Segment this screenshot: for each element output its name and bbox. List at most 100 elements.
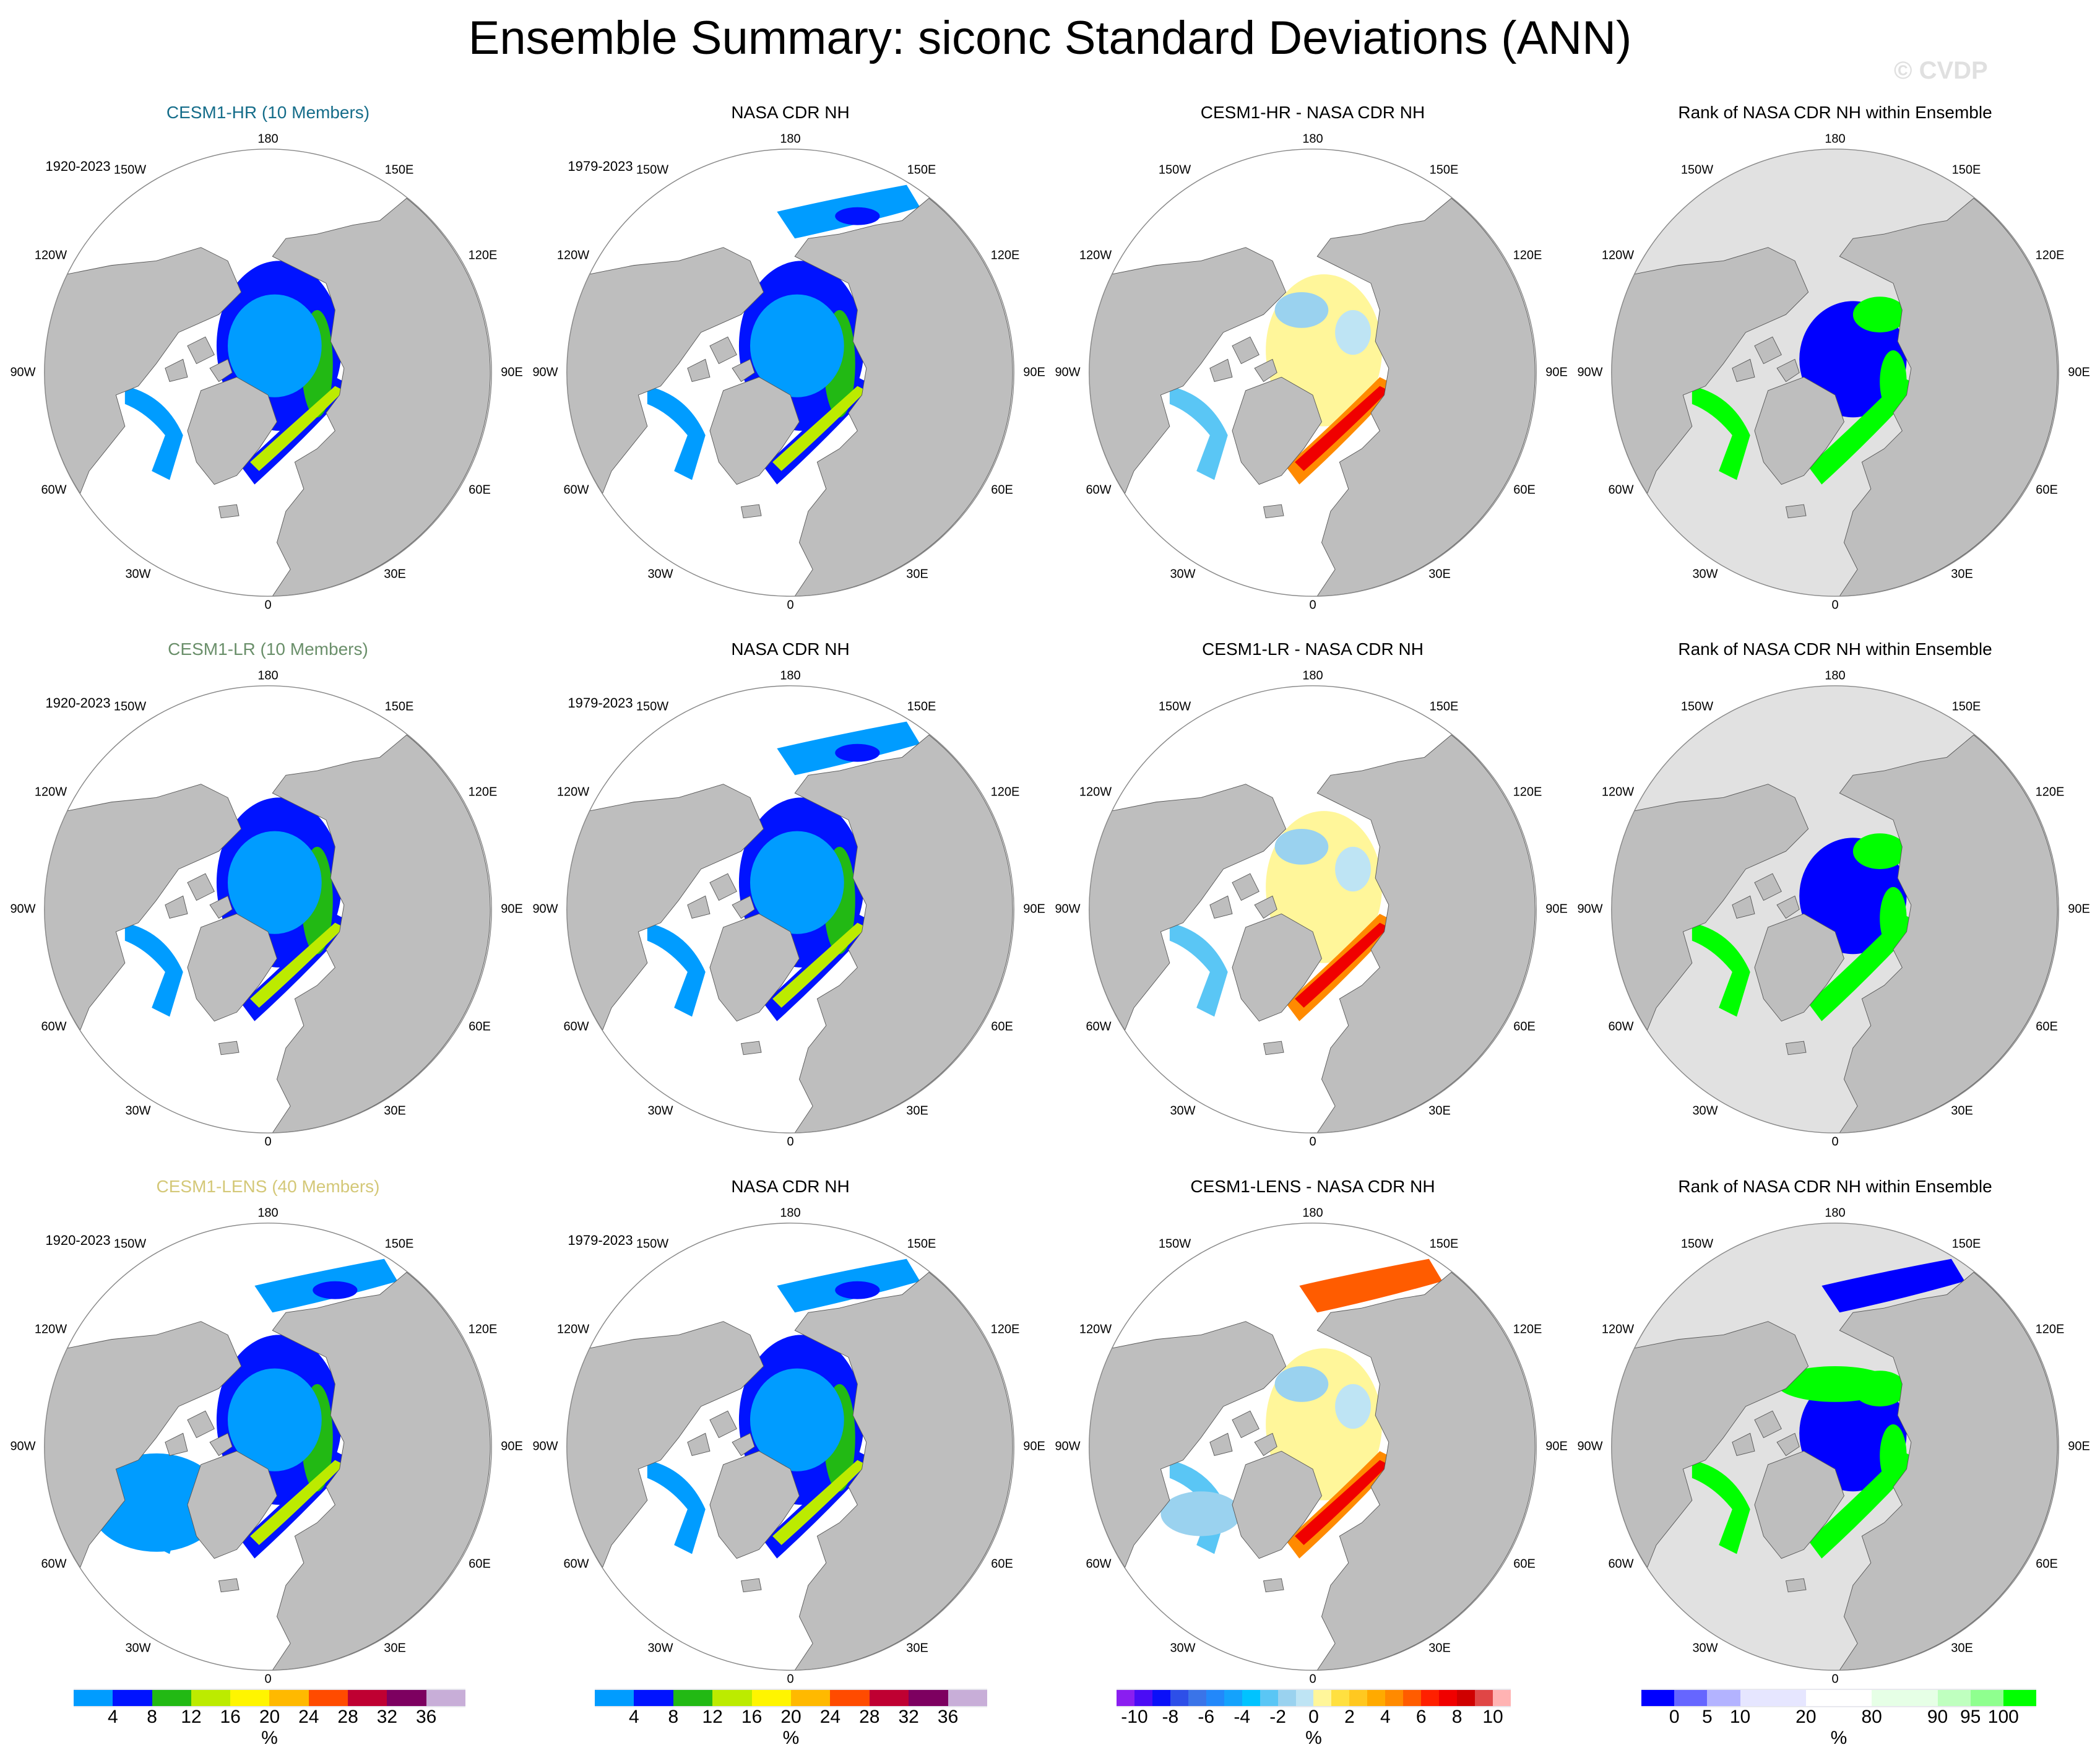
land [1754,1410,1782,1439]
longitude-label: 0 [264,1672,272,1686]
colorbar-tick-label: 20 [780,1707,802,1727]
colorbar-box [1260,1690,1278,1706]
colorbar-box [634,1690,673,1706]
land [1732,1432,1755,1456]
colorbar-box [269,1690,309,1706]
colorbar [1641,1689,2037,1707]
sea-ice-field [1335,846,1371,892]
longitude-label: 30E [1428,1641,1451,1655]
sea-ice-field [1808,377,1921,485]
longitude-label: 30W [125,1641,151,1655]
land [165,358,188,382]
longitude-label: 150W [636,163,669,177]
colorbar-box [1805,1690,1872,1706]
longitude-label: 60W [1086,1557,1112,1571]
longitude-label: 120E [2035,248,2065,262]
colorbar-box [1224,1690,1242,1706]
polar-map [1611,685,2059,1133]
longitude-label: 30E [906,1104,928,1118]
longitude-label: 30W [1692,1641,1718,1655]
land [687,358,711,382]
sea-ice-field [750,294,844,397]
longitude-label: 30W [1170,567,1196,581]
sea-ice-field [1692,386,1750,480]
colorbar-tick-label: 0 [1669,1707,1680,1727]
longitude-label: 90E [501,902,523,916]
map-border [1611,685,2059,1133]
colorbar-box [1188,1690,1206,1706]
colorbar [595,1689,988,1707]
colorbar-tick-label: 24 [819,1707,841,1727]
longitude-label: 90W [1055,365,1081,379]
land [1754,1450,1844,1559]
land [1785,504,1807,519]
land [1754,376,1844,485]
colorbar-box [2003,1690,2037,1706]
land [687,1432,711,1456]
colorbar-box [1872,1690,1938,1706]
sea-ice-field [1274,828,1329,865]
longitude-label: 150W [1158,163,1191,177]
longitude-label: 60E [2036,1020,2058,1034]
land [740,504,762,519]
land [732,1432,755,1457]
longitude-label: 150E [1429,163,1459,177]
sea-ice-field [1335,1384,1371,1429]
colorbar-box [791,1690,831,1706]
sea-ice-field [750,831,844,934]
colorbar-unit: % [261,1728,278,1748]
colorbar-tick-label: 16 [220,1707,241,1727]
land [1839,734,2058,1133]
longitude-label: 30W [1170,1104,1196,1118]
colorbar-box [1277,1690,1296,1706]
longitude-label: 180 [1825,132,1846,146]
polar-map [1611,149,2059,597]
longitude-label: 0 [1831,1672,1839,1686]
panel-title: Rank of NASA CDR NH within Ensemble [1678,103,1992,122]
sea-ice-field [647,386,706,480]
colorbar-box [1403,1690,1422,1706]
longitude-label: 0 [264,1135,272,1149]
longitude-label: 0 [1831,598,1839,612]
longitude-label: 150E [907,700,936,714]
colorbar-box [1349,1690,1368,1706]
sea-ice-field [1295,922,1389,1008]
longitude-label: 30E [384,567,406,581]
colorbar-box [191,1690,231,1706]
polar-map [1611,1223,2059,1671]
land [1263,1041,1284,1055]
sea-ice-field [1808,914,1921,1021]
land [1776,1432,1800,1457]
longitude-label: 30E [906,1641,928,1655]
land [187,336,215,365]
longitude-label: 120W [556,785,590,799]
land [732,895,755,919]
longitude-label: 60W [563,1020,589,1034]
longitude-label: 120E [1513,785,1542,799]
land [1254,895,1277,919]
land [1754,336,1782,365]
longitude-label: 180 [1302,669,1323,683]
longitude-label: 60W [1608,483,1634,497]
longitude-label: 60E [1513,483,1536,497]
longitude-label: 90W [1577,1439,1603,1453]
colorbar-box [1641,1690,1675,1706]
longitude-label: 30E [1428,567,1451,581]
colorbar-box [909,1690,948,1706]
land [187,376,277,485]
longitude-label: 60E [991,483,1013,497]
colorbar-tick-label: 4 [107,1707,118,1727]
colorbar-tick-label: 20 [1795,1707,1817,1727]
colorbar-box [948,1690,988,1706]
land [1254,1432,1277,1457]
panel-title: CESM1-LR - NASA CDR NH [1202,639,1424,659]
longitude-label: 90W [1577,902,1603,916]
sea-ice-field [1274,1366,1329,1402]
land [272,734,491,1133]
longitude-label: 90W [532,1439,558,1453]
panel-title: Rank of NASA CDR NH within Ensemble [1678,639,1992,659]
colorbar-tick-label: 6 [1415,1707,1427,1727]
colorbar-box [1493,1690,1511,1706]
land [1232,1450,1322,1559]
colorbar-box [230,1690,270,1706]
